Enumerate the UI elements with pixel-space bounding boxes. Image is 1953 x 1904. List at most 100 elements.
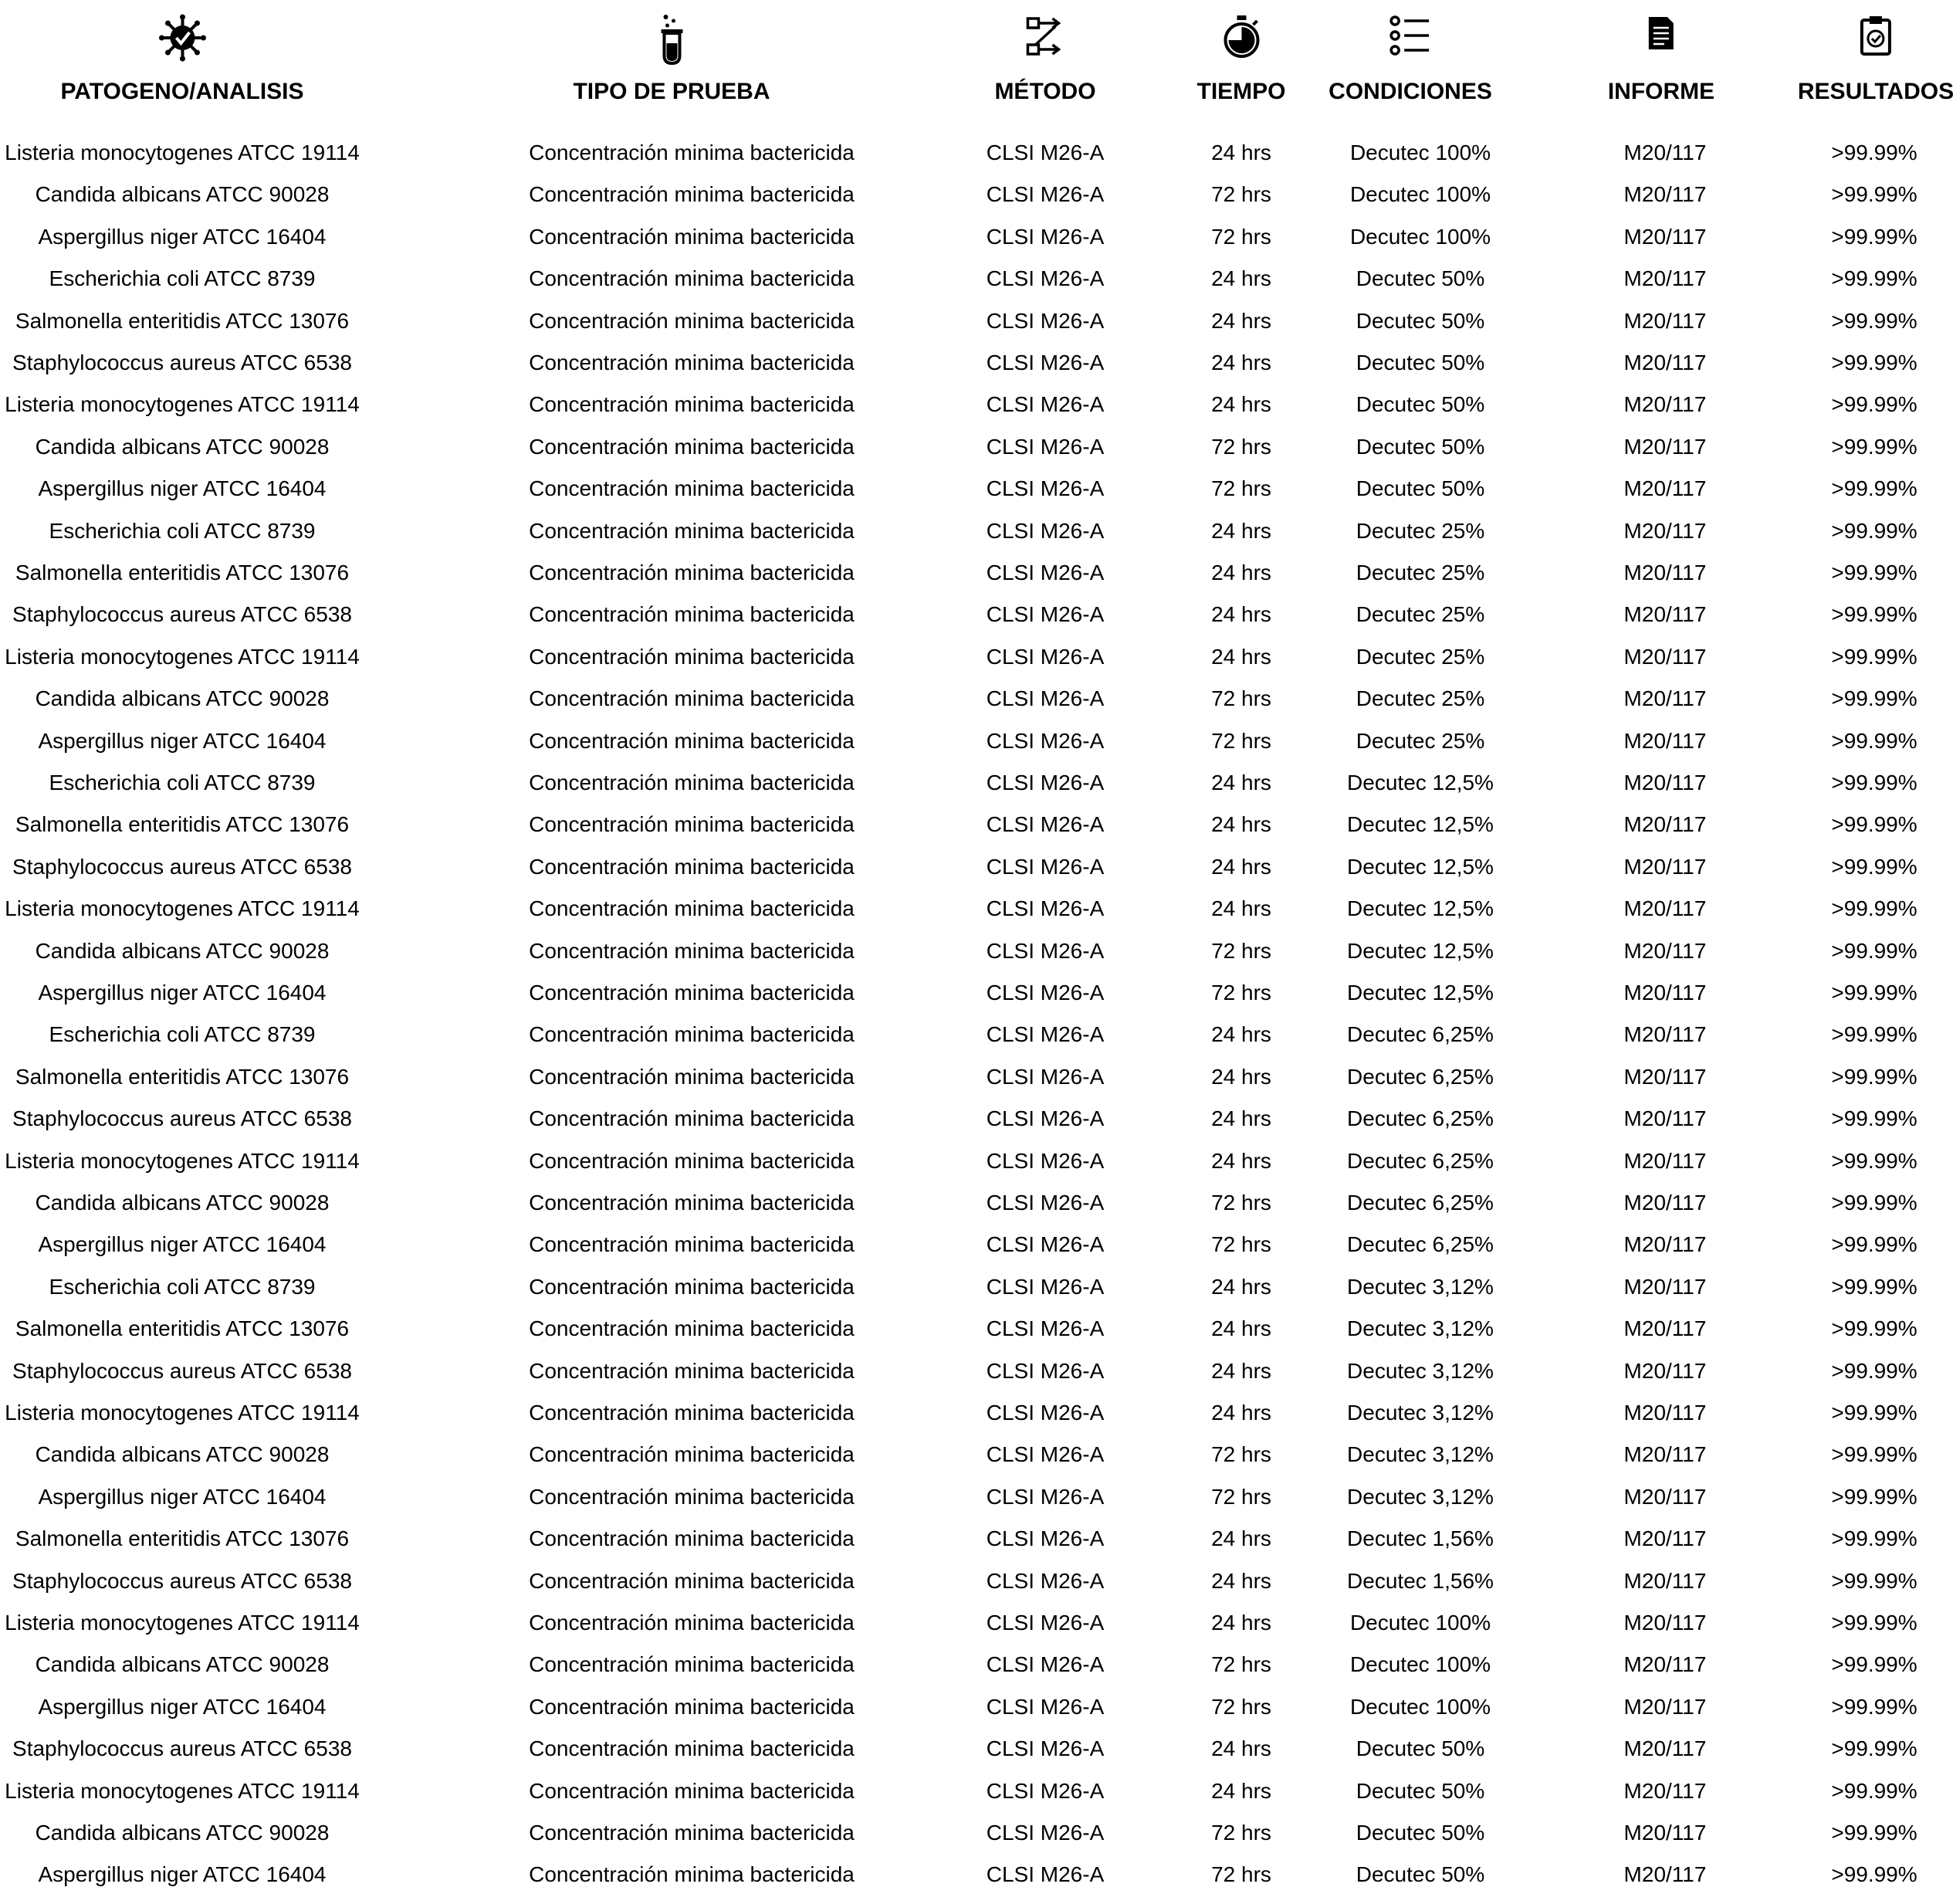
cell-informe: M20/117 (1623, 938, 1707, 963)
cell-tiempo: 72 hrs (1211, 476, 1271, 501)
table-row: Staphylococcus aureus ATCC 6538 Concentra… (0, 855, 1953, 896)
cell-metodo: CLSI M26-A (986, 141, 1105, 164)
cell-tiempo: 72 hrs (1211, 728, 1271, 753)
cell-metodo: CLSI M26-A (986, 392, 1105, 417)
cell-patogeno: Salmonella enteritidis ATCC 13076 (15, 1316, 350, 1341)
cell-tipo: Concentración minima bactericida (529, 1064, 855, 1089)
cell-informe: M20/117 (1623, 308, 1707, 333)
cell-informe: M20/117 (1623, 141, 1707, 164)
cell-tipo: Concentración minima bactericida (529, 141, 855, 164)
cell-resultados: >99.99% (1831, 1148, 1917, 1173)
cell-condiciones: Decutec 50% (1356, 1821, 1485, 1845)
table-row: Aspergillus niger ATCC 16404 Concentració… (0, 1485, 1953, 1526)
cell-tipo: Concentración minima bactericida (529, 266, 855, 291)
cell-patogeno: Listeria monocytogenes ATCC 19114 (5, 392, 360, 417)
cell-tiempo: 24 hrs (1211, 771, 1271, 794)
table-row: Staphylococcus aureus ATCC 6538 Concentra… (0, 1736, 1953, 1778)
cell-metodo: CLSI M26-A (986, 1611, 1105, 1635)
table-row: Salmonella enteritidis ATCC 13076 Concent… (0, 561, 1953, 602)
table-row: Salmonella enteritidis ATCC 13076 Concent… (0, 309, 1953, 351)
cell-resultados: >99.99% (1831, 266, 1917, 291)
cell-informe: M20/117 (1623, 812, 1707, 837)
cell-tipo: Concentración minima bactericida (529, 1821, 855, 1845)
cell-condiciones: Decutec 50% (1356, 1778, 1485, 1803)
cell-tiempo: 24 hrs (1211, 1611, 1271, 1635)
cell-tiempo: 24 hrs (1211, 561, 1271, 584)
cell-tiempo: 24 hrs (1211, 1148, 1271, 1173)
cell-condiciones: Decutec 50% (1356, 476, 1485, 501)
cell-tiempo: 24 hrs (1211, 518, 1271, 543)
cell-patogeno: Candida albicans ATCC 90028 (35, 1442, 330, 1467)
cell-condiciones: Decutec 25% (1356, 602, 1485, 627)
table-row: Listeria monocytogenes ATCC 19114 Concent… (0, 392, 1953, 434)
cell-patogeno: Candida albicans ATCC 90028 (35, 1191, 330, 1215)
cell-tiempo: 24 hrs (1211, 392, 1271, 417)
cell-tiempo: 72 hrs (1211, 1442, 1271, 1467)
table-row: Staphylococcus aureus ATCC 6538 Concentra… (0, 351, 1953, 392)
cell-tiempo: 24 hrs (1211, 266, 1271, 291)
cell-tipo: Concentración minima bactericida (529, 1232, 855, 1257)
table-row: Aspergillus niger ATCC 16404 Concentració… (0, 1862, 1953, 1904)
cell-informe: M20/117 (1623, 602, 1707, 627)
cell-informe: M20/117 (1623, 1274, 1707, 1299)
table-row: Salmonella enteritidis ATCC 13076 Concent… (0, 812, 1953, 854)
cell-tiempo: 72 hrs (1211, 686, 1271, 711)
cell-informe: M20/117 (1623, 561, 1707, 584)
cell-informe: M20/117 (1623, 1191, 1707, 1215)
cell-tipo: Concentración minima bactericida (529, 1526, 855, 1551)
cell-patogeno: Aspergillus niger ATCC 16404 (38, 476, 327, 501)
cell-resultados: >99.99% (1831, 1232, 1917, 1257)
cell-resultados: >99.99% (1831, 1316, 1917, 1341)
cell-patogeno: Candida albicans ATCC 90028 (35, 434, 330, 459)
cell-condiciones: Decutec 6,25% (1347, 1064, 1494, 1089)
cell-patogeno: Salmonella enteritidis ATCC 13076 (15, 1064, 350, 1089)
cell-informe: M20/117 (1623, 434, 1707, 459)
cell-condiciones: Decutec 50% (1356, 1862, 1485, 1887)
cell-condiciones: Decutec 50% (1356, 308, 1485, 333)
cell-tipo: Concentración minima bactericida (529, 518, 855, 543)
cell-informe: M20/117 (1623, 392, 1707, 417)
table-row: Salmonella enteritidis ATCC 13076 Concent… (0, 1065, 1953, 1106)
cell-metodo: CLSI M26-A (986, 1191, 1105, 1215)
cell-patogeno: Staphylococcus aureus ATCC 6538 (12, 602, 352, 627)
table-row: Candida albicans ATCC 90028 Concentración… (0, 1821, 1953, 1862)
virus-icon (155, 14, 209, 62)
cell-tiempo: 24 hrs (1211, 1274, 1271, 1299)
cell-tiempo: 24 hrs (1211, 1064, 1271, 1089)
cell-tipo: Concentración minima bactericida (529, 981, 855, 1005)
cell-informe: M20/117 (1623, 1611, 1707, 1635)
cell-patogeno: Listeria monocytogenes ATCC 19114 (5, 896, 360, 921)
cell-tipo: Concentración minima bactericida (529, 1022, 855, 1047)
cell-condiciones: Decutec 6,25% (1347, 1191, 1494, 1215)
cell-tiempo: 72 hrs (1211, 1484, 1271, 1509)
checklist-icon (1383, 14, 1437, 62)
cell-informe: M20/117 (1623, 1232, 1707, 1257)
cell-tipo: Concentración minima bactericida (529, 1401, 855, 1425)
cell-metodo: CLSI M26-A (986, 1484, 1105, 1509)
cell-condiciones: Decutec 25% (1356, 644, 1485, 669)
cell-resultados: >99.99% (1831, 1274, 1917, 1299)
timer-icon (1214, 14, 1268, 62)
cell-metodo: CLSI M26-A (986, 1862, 1105, 1887)
cell-condiciones: Decutec 25% (1356, 561, 1485, 584)
cell-tiempo: 24 hrs (1211, 1358, 1271, 1383)
cell-tipo: Concentración minima bactericida (529, 602, 855, 627)
cell-tiempo: 72 hrs (1211, 1862, 1271, 1887)
cell-patogeno: Listeria monocytogenes ATCC 19114 (5, 141, 360, 164)
cell-tipo: Concentración minima bactericida (529, 1652, 855, 1677)
cell-resultados: >99.99% (1831, 938, 1917, 963)
cell-patogeno: Listeria monocytogenes ATCC 19114 (5, 1401, 360, 1425)
cell-tipo: Concentración minima bactericida (529, 1736, 855, 1761)
table-row: Escherichia coli ATCC 8739 Concentración … (0, 771, 1953, 812)
cell-tiempo: 24 hrs (1211, 1316, 1271, 1341)
header-metodo: MÉTODO (994, 14, 1096, 105)
cell-condiciones: Decutec 25% (1356, 728, 1485, 753)
cell-metodo: CLSI M26-A (986, 351, 1105, 374)
cell-resultados: >99.99% (1831, 812, 1917, 837)
cell-metodo: CLSI M26-A (986, 1652, 1105, 1677)
cell-metodo: CLSI M26-A (986, 771, 1105, 794)
cell-metodo: CLSI M26-A (986, 434, 1105, 459)
cell-metodo: CLSI M26-A (986, 1736, 1105, 1761)
cell-condiciones: Decutec 12,5% (1347, 938, 1494, 963)
cell-resultados: >99.99% (1831, 141, 1917, 164)
